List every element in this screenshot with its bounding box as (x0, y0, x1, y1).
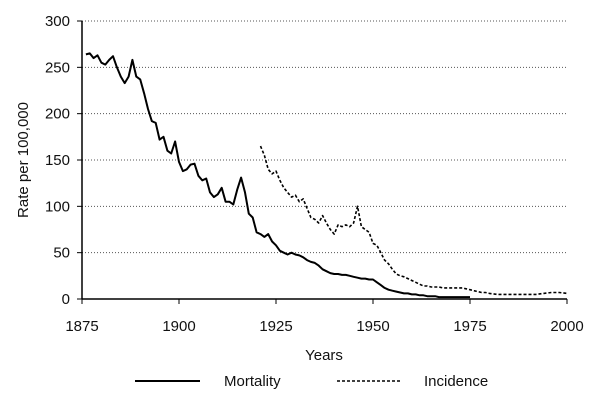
y-tick-labels: 0 50 100 150 200 250 300 (45, 13, 82, 308)
y-tick-label: 300 (45, 13, 70, 30)
x-tick-label: 2000 (550, 318, 583, 335)
x-tick-label: 1975 (453, 318, 486, 335)
x-tick-label: 1875 (65, 318, 98, 335)
x-tick-label: 1925 (259, 318, 292, 335)
series-line-mortality (85, 52, 470, 299)
legend-label-mortality: Mortality (224, 373, 281, 390)
x-tick-label: 1900 (162, 318, 195, 335)
gridlines (82, 20, 567, 254)
legend: Mortality Incidence (135, 373, 488, 390)
y-tick-label: 50 (53, 245, 70, 262)
x-axis-title: Years (305, 347, 343, 364)
y-tick-label: 250 (45, 59, 70, 76)
series-lines (85, 52, 568, 299)
x-tick-labels: 1875 1900 1925 1950 1975 2000 (65, 299, 584, 335)
y-tick-label: 150 (45, 152, 70, 169)
legend-label-incidence: Incidence (424, 373, 488, 390)
x-tick-label: 1950 (356, 318, 389, 335)
y-tick-label: 0 (62, 291, 70, 308)
y-axis-title: Rate per 100,000 (15, 102, 32, 218)
y-tick-label: 100 (45, 198, 70, 215)
y-tick-label: 200 (45, 106, 70, 123)
series-line-incidence (259, 145, 568, 296)
